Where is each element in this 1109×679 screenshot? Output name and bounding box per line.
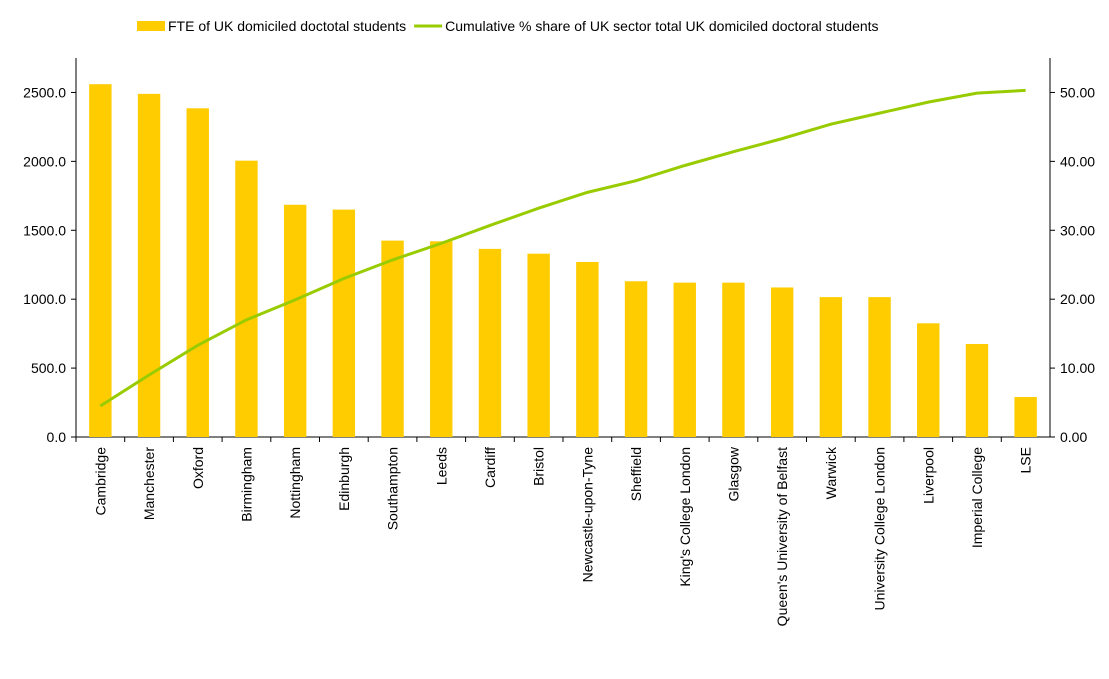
x-tick-label: Newcastle-upon-Tyne (579, 447, 595, 583)
x-tick-label: Glasgow (725, 446, 741, 501)
legend-label: Cumulative % share of UK sector total UK… (445, 18, 878, 34)
y-tick-label: 2500.0 (23, 84, 66, 100)
y2-tick-label: 40.00 (1060, 153, 1095, 169)
bar (722, 282, 745, 437)
bar (770, 287, 794, 437)
x-tick-label: Bristol (531, 447, 547, 486)
y-tick-label: 1500.0 (23, 222, 66, 238)
x-tick-label: Warwick (823, 446, 839, 499)
x-tick-label: Liverpool (920, 447, 936, 504)
x-tick-label: Queen's University of Belfast (774, 447, 790, 626)
bar (137, 93, 161, 437)
bar (478, 248, 502, 437)
bar (673, 282, 696, 437)
x-tick-label: Leeds (433, 447, 449, 485)
y-tick-label: 1000.0 (23, 291, 66, 307)
bar (819, 297, 843, 437)
x-tick-label: Cardiff (482, 447, 498, 488)
y2-tick-label: 0.00 (1060, 429, 1087, 445)
y2-tick-label: 50.00 (1060, 84, 1095, 100)
bar (576, 261, 599, 437)
bar (965, 343, 989, 437)
x-tick-label: King's College London (677, 447, 693, 587)
bar (868, 297, 891, 437)
legend-label: FTE of UK domiciled doctotal students (168, 18, 406, 34)
x-tick-label: Oxford (190, 447, 206, 489)
x-tick-label: Nottingham (287, 447, 303, 519)
bar (332, 209, 356, 437)
line (99, 88, 1026, 408)
x-tick-label: University College London (872, 447, 888, 610)
y-tick-label: 500.0 (31, 360, 66, 376)
bar (186, 108, 209, 437)
bar (527, 253, 550, 437)
bar (235, 160, 258, 437)
y-tick-label: 2000.0 (23, 153, 66, 169)
bar (430, 241, 453, 437)
bar (283, 204, 307, 437)
x-tick-label: Manchester (141, 447, 157, 520)
bar (1014, 397, 1037, 437)
x-tick-label: Edinburgh (336, 447, 352, 511)
x-tick-label: Sheffield (628, 447, 644, 501)
y2-tick-label: 20.00 (1060, 291, 1095, 307)
bar (917, 323, 940, 437)
x-tick-label: Southampton (385, 447, 401, 530)
y2-tick-label: 10.00 (1060, 360, 1095, 376)
bar (624, 281, 648, 437)
legend-swatch (137, 21, 165, 31)
x-tick-label: Cambridge (92, 447, 108, 516)
x-tick-label: LSE (1018, 447, 1034, 473)
y2-tick-label: 30.00 (1060, 222, 1095, 238)
y-tick-label: 0.0 (47, 429, 67, 445)
x-tick-label: Imperial College (969, 447, 985, 548)
x-tick-label: Birmingham (238, 447, 254, 522)
bar (381, 240, 404, 437)
bar (89, 84, 112, 437)
